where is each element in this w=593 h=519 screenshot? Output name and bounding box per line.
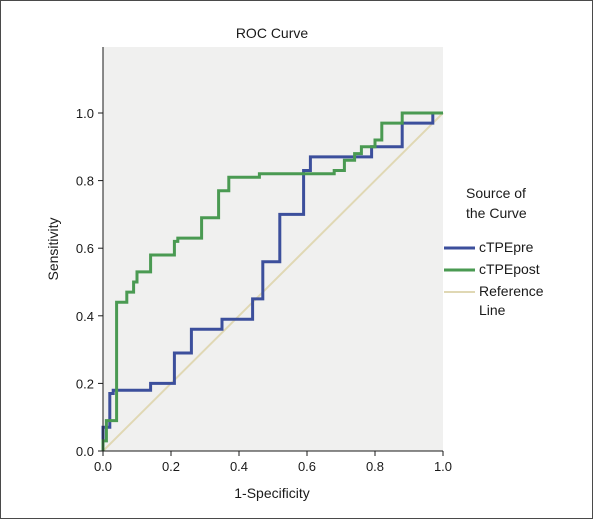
legend-title-line-2: the Curve bbox=[466, 205, 527, 221]
y-tick-label: 0.6 bbox=[76, 241, 94, 256]
legend-items: cTPEpre cTPEpost Reference Line bbox=[444, 239, 544, 318]
legend-label-reference-line: Line bbox=[479, 302, 506, 318]
x-tick-label: 0.4 bbox=[230, 459, 248, 474]
series-line-reference-line bbox=[102, 112, 444, 452]
x-tick-label: 1.0 bbox=[434, 459, 452, 474]
y-axis-title: Sensitivity bbox=[45, 217, 61, 280]
x-tick-label: 0.8 bbox=[366, 459, 384, 474]
legend-label-ctpepost: cTPEpost bbox=[479, 261, 540, 277]
x-tick-label: 0.6 bbox=[298, 459, 316, 474]
x-axis-title: 1-Specificity bbox=[234, 485, 309, 501]
y-axis-ticks: 0.0 0.2 0.4 0.6 0.8 1.0 bbox=[76, 106, 103, 459]
series-line-ctpepost bbox=[101, 111, 443, 451]
y-tick-label: 0.0 bbox=[76, 444, 94, 459]
y-tick-label: 0.2 bbox=[76, 376, 94, 391]
x-tick-label: 0.2 bbox=[162, 459, 180, 474]
legend-title-line-1: Source of bbox=[466, 185, 526, 201]
y-tick-label: 1.0 bbox=[76, 106, 94, 121]
y-tick-label: 0.4 bbox=[76, 309, 94, 324]
legend-label-reference-line: Reference bbox=[479, 283, 544, 299]
series-layer bbox=[101, 111, 444, 452]
x-axis-ticks: 0.0 0.2 0.4 0.6 0.8 1.0 bbox=[94, 451, 452, 474]
legend: Source of the Curve cTPEpre cTPEpost Refer… bbox=[444, 185, 544, 318]
plot-area bbox=[103, 47, 443, 451]
series-line-ctpepre bbox=[101, 111, 443, 451]
y-tick-label: 0.8 bbox=[76, 174, 94, 189]
x-tick-label: 0.0 bbox=[94, 459, 112, 474]
chart-title: ROC Curve bbox=[236, 25, 309, 41]
legend-label-ctpepre: cTPEpre bbox=[479, 239, 534, 255]
